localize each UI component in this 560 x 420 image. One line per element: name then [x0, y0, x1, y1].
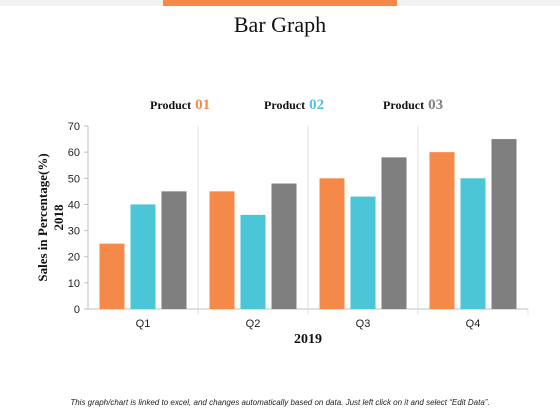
bar-product-01-q2: [209, 191, 235, 309]
bar-product-02-q3: [350, 196, 376, 309]
top-accent-bar: [163, 0, 397, 6]
bar-product-01-q3: [319, 178, 345, 309]
y-tick-label: 10: [68, 278, 80, 290]
legend-label: Product: [383, 98, 425, 112]
legend-label: Product: [150, 98, 192, 112]
chart-title: Bar Graph: [233, 12, 327, 37]
x-tick-label: Q4: [466, 318, 481, 330]
legend-number: 01: [195, 97, 211, 113]
y-tick-label: 30: [68, 226, 80, 238]
bar-product-03-q4: [491, 139, 517, 309]
bar-product-02-q2: [240, 214, 266, 309]
bar-product-03-q2: [271, 183, 297, 309]
bar-product-03-q3: [381, 157, 407, 309]
y-tick-label: 0: [74, 304, 80, 316]
y-tick-label: 60: [68, 147, 80, 159]
legend-number: 03: [428, 97, 444, 113]
legend-number: 02: [309, 97, 325, 113]
bar-product-02-q4: [460, 178, 486, 309]
x-tick-label: Q2: [246, 318, 261, 330]
bar-product-02-q1: [130, 204, 156, 309]
y-tick-label: 20: [68, 252, 80, 264]
footnote: This graph/chart is linked to excel, and…: [70, 398, 490, 407]
x-axis-label: 2019: [294, 332, 322, 347]
bar-product-01-q4: [429, 152, 455, 309]
y-tick-label: 50: [68, 173, 80, 185]
y-tick-label: 40: [68, 199, 80, 211]
legend-item-product-02: Product 02: [264, 97, 324, 114]
legend-item-product-01: Product 01: [150, 97, 210, 114]
bar-product-03-q1: [161, 191, 187, 309]
legend-label: Product: [264, 98, 306, 112]
x-tick-label: Q1: [136, 318, 151, 330]
y-axis-label-line1: Sales in Percentage(%): [35, 153, 50, 281]
y-tick-label: 70: [68, 121, 80, 133]
y-axis-label-line2: 2018: [51, 204, 66, 231]
bar-product-01-q1: [99, 243, 125, 309]
legend-item-product-03: Product 03: [383, 97, 443, 114]
x-tick-label: Q3: [356, 318, 371, 330]
